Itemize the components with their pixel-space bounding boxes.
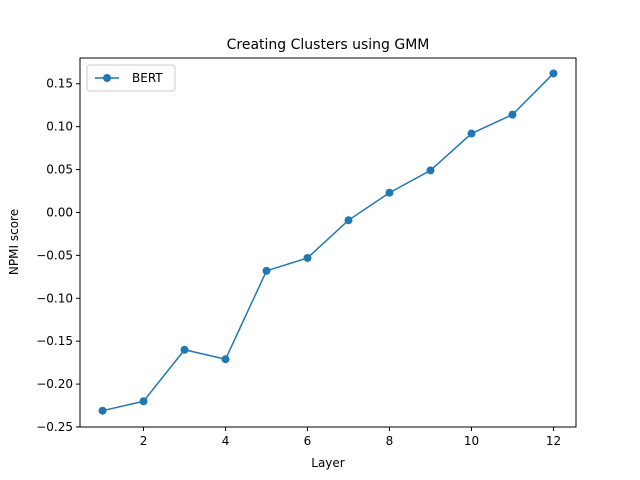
y-tick-label: −0.20: [36, 377, 73, 391]
y-tick-label: −0.05: [36, 248, 73, 262]
legend-marker: [103, 74, 111, 82]
data-point: [549, 69, 558, 78]
y-tick-label: 0.10: [46, 120, 73, 134]
x-tick-label: 4: [222, 434, 230, 448]
series-line-bert: [102, 72, 554, 412]
data-point: [262, 266, 271, 275]
data-point: [139, 397, 148, 406]
data-point: [508, 110, 517, 119]
x-tick-label: 12: [546, 434, 561, 448]
x-axis: 2 4 6 8 10 12: [140, 427, 561, 448]
plot-frame: [79, 57, 577, 428]
y-axis-label: NPMI score: [7, 209, 21, 275]
y-axis: −0.25 −0.20 −0.15 −0.10 −0.05 0.00 0.05 0.10 0.1…: [36, 77, 80, 434]
chart-title: Creating Clusters using GMM: [227, 37, 430, 53]
x-tick-label: 8: [386, 434, 394, 448]
data-point: [98, 406, 107, 415]
x-axis-label: Layer: [311, 456, 345, 470]
y-tick-label: −0.15: [36, 334, 73, 348]
data-point: [221, 355, 230, 364]
data-point: [426, 166, 435, 175]
y-tick-label: 0.15: [46, 77, 73, 91]
y-tick-label: 0.05: [46, 163, 73, 177]
data-point: [303, 253, 312, 262]
x-tick-label: 6: [304, 434, 312, 448]
legend-label: BERT: [132, 71, 163, 85]
data-point: [180, 345, 189, 354]
series-layer: [98, 69, 558, 415]
x-tick-label: 2: [140, 434, 148, 448]
legend-box: [86, 64, 176, 92]
plot-area: [79, 57, 577, 428]
data-point: [344, 216, 353, 225]
y-tick-label: −0.25: [36, 420, 73, 434]
y-tick-label: −0.10: [36, 291, 73, 305]
data-point: [467, 129, 476, 138]
x-tick-label: 10: [464, 434, 479, 448]
legend: BERT: [86, 64, 176, 92]
data-point: [385, 188, 394, 197]
y-tick-label: 0.00: [46, 205, 73, 219]
